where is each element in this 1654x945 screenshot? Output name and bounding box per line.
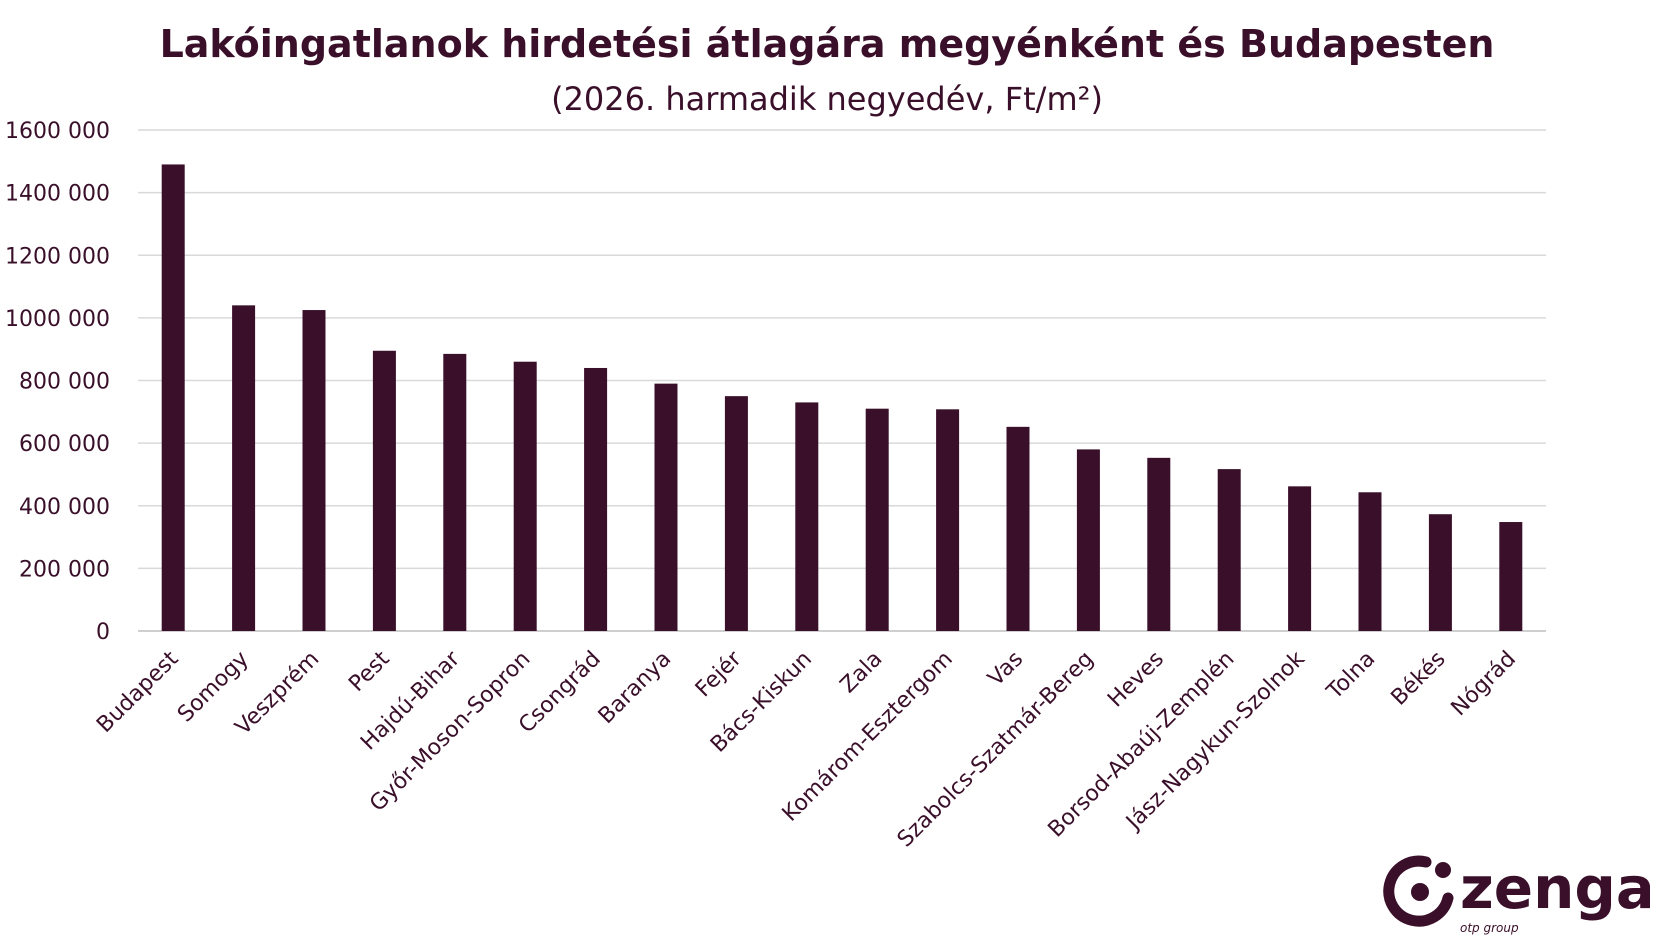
- y-tick-label: 1600 000: [5, 119, 110, 144]
- bar: [865, 408, 889, 631]
- bar: [1217, 469, 1241, 631]
- x-category-label: Heves: [1103, 647, 1169, 713]
- bar: [1428, 514, 1452, 631]
- y-tick-label: 1000 000: [5, 307, 110, 332]
- bar: [443, 353, 467, 631]
- y-tick-label: 400 000: [19, 495, 110, 520]
- bar: [302, 310, 326, 631]
- bar: [584, 367, 608, 631]
- bar: [513, 361, 537, 631]
- y-tick-label: 1200 000: [5, 244, 110, 269]
- grid-layer: [138, 129, 1546, 632]
- y-axis-ticks: 0 200 000 400 000 600 000 800 000 1000 000 120…: [5, 119, 110, 645]
- zenga-logo-mark: zenga otp group: [1383, 854, 1654, 935]
- bar: [372, 350, 396, 631]
- bar: [1358, 492, 1382, 631]
- y-tick-label: 600 000: [19, 432, 110, 457]
- x-category-label: Pest: [344, 646, 395, 697]
- x-category-label: Vas: [983, 647, 1028, 692]
- bar: [1006, 426, 1030, 631]
- bar: [232, 305, 256, 631]
- x-category-label: Baranya: [594, 647, 676, 729]
- x-category-label: Zala: [836, 647, 888, 699]
- y-tick-label: 200 000: [19, 557, 110, 582]
- bar: [795, 402, 819, 631]
- bars: [161, 164, 1523, 631]
- x-category-label: Budapest: [92, 646, 184, 738]
- y-tick-label: 1400 000: [5, 182, 110, 207]
- bar: [654, 383, 678, 631]
- bar: [1499, 522, 1523, 631]
- y-tick-label: 800 000: [19, 370, 110, 395]
- x-category-label: Tolna: [1322, 647, 1380, 705]
- logo-tagline: otp group: [1460, 921, 1519, 935]
- bar: [1147, 457, 1171, 631]
- x-category-label: Nógrád: [1447, 647, 1522, 722]
- y-tick-label: 0: [96, 620, 110, 645]
- x-category-label: Fejér: [691, 646, 747, 702]
- chart-subtitle: (2026. harmadik negyedév, Ft/m²): [551, 80, 1103, 118]
- bar: [724, 396, 748, 631]
- logo-wordmark: zenga: [1460, 854, 1650, 922]
- bar: [1288, 486, 1312, 631]
- bar: [1076, 449, 1100, 631]
- bar: [936, 409, 960, 631]
- x-category-label: Békés: [1387, 647, 1451, 711]
- zenga-logo: zenga otp group: [1380, 850, 1654, 940]
- chart-title: Lakóingatlanok hirdetési átlagára megyén…: [159, 22, 1495, 66]
- bar: [161, 164, 185, 631]
